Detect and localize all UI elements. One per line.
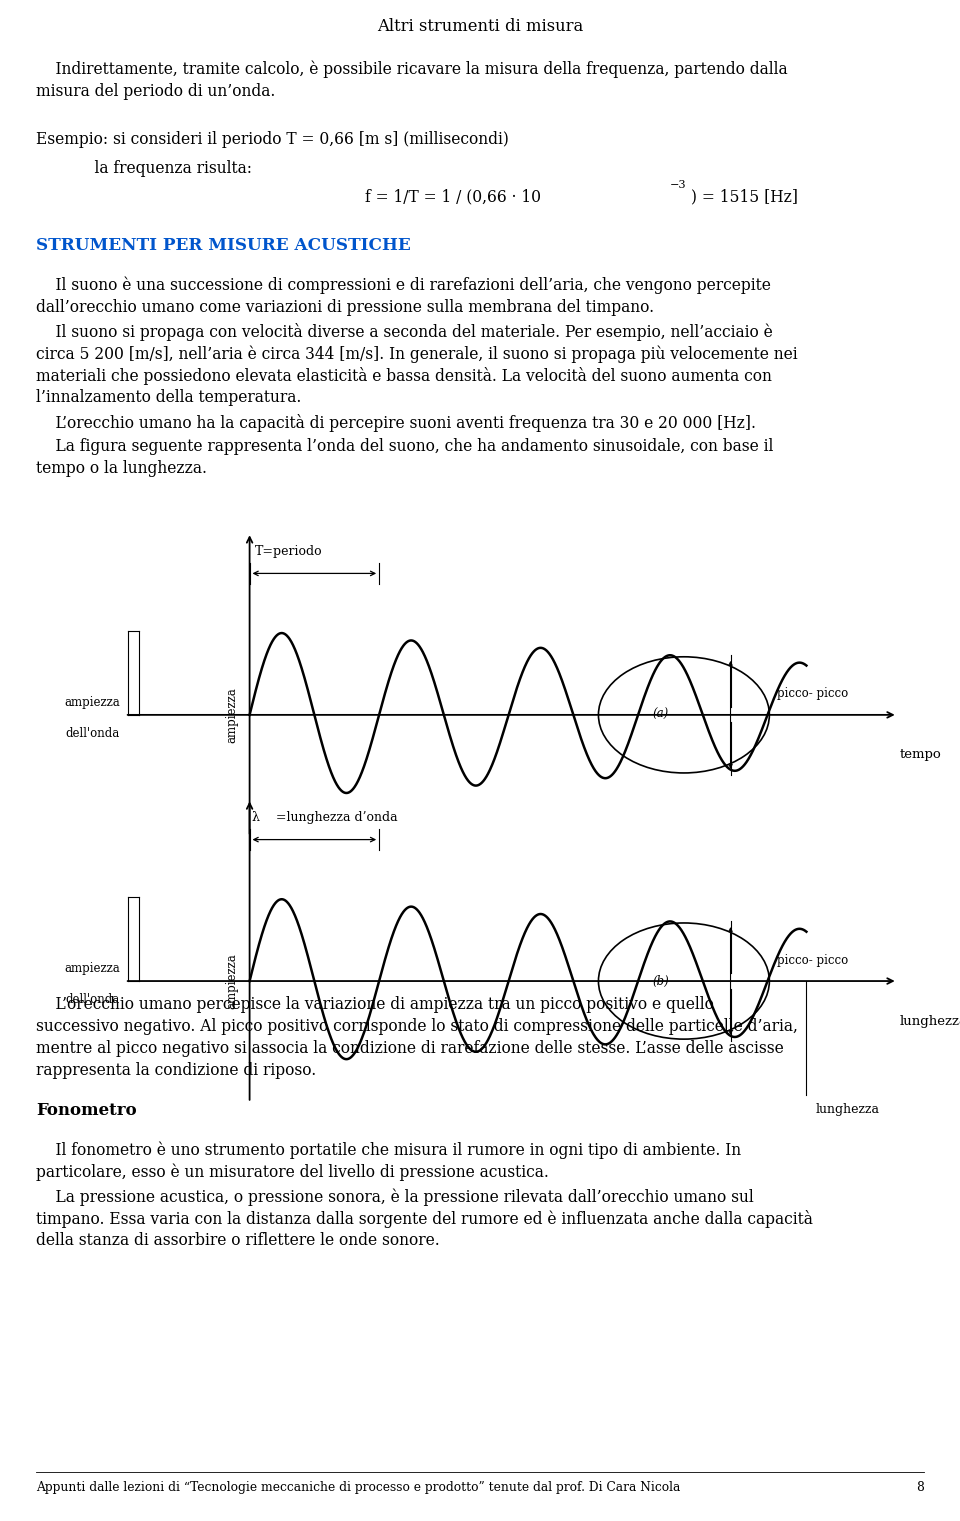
Text: circa 5 200 [m/s], nell’aria è circa 344 [m/s]. In generale, il suono si propaga: circa 5 200 [m/s], nell’aria è circa 344… [36,345,798,364]
Text: l’innalzamento della temperatura.: l’innalzamento della temperatura. [36,389,301,406]
Text: f = 1/T = 1 / (0,66 · 10: f = 1/T = 1 / (0,66 · 10 [365,189,540,205]
Text: (b): (b) [652,975,669,987]
Text: lunghezza: lunghezza [900,1015,960,1028]
Text: timpano. Essa varia con la distanza dalla sorgente del rumore ed è influenzata a: timpano. Essa varia con la distanza dall… [36,1211,813,1227]
Text: della stanza di assorbire o riflettere le onde sonore.: della stanza di assorbire o riflettere l… [36,1232,441,1249]
Text: misura del periodo di un’onda.: misura del periodo di un’onda. [36,82,276,100]
Text: −3: −3 [670,179,686,190]
Text: particolare, esso è un misuratore del livello di pressione acustica.: particolare, esso è un misuratore del li… [36,1164,549,1182]
Text: successivo negativo. Al picco positivo corrisponde lo stato di compressione dell: successivo negativo. Al picco positivo c… [36,1019,799,1036]
Text: ampiezza: ampiezza [226,687,239,742]
Text: ampiezza: ampiezza [64,963,120,975]
Text: Esempio: si consideri il periodo T = 0,66 [m s] (millisecondi): Esempio: si consideri il periodo T = 0,6… [36,131,510,149]
Text: Fonometro: Fonometro [36,1103,137,1119]
Text: picco- picco: picco- picco [778,954,849,967]
Text: Il suono si propaga con velocità diverse a seconda del materiale. Per esempio, n: Il suono si propaga con velocità diverse… [36,324,773,341]
Text: ampiezza: ampiezza [64,697,120,709]
Text: materiali che possiedono elevata elasticità e bassa densità. La velocità del suo: materiali che possiedono elevata elastic… [36,368,773,385]
Text: picco- picco: picco- picco [778,687,849,701]
Text: La pressione acustica, o pressione sonora, è la pressione rilevata dall’orecchio: La pressione acustica, o pressione sonor… [36,1188,755,1206]
Text: dell'onda: dell'onda [65,993,120,1005]
Text: Altri strumenti di misura: Altri strumenti di misura [377,18,583,35]
Text: 8: 8 [916,1481,924,1495]
Text: STRUMENTI PER MISURE ACUSTICHE: STRUMENTI PER MISURE ACUSTICHE [36,237,411,254]
Text: rappresenta la condizione di riposo.: rappresenta la condizione di riposo. [36,1062,317,1080]
Text: Appunti dalle lezioni di “Tecnologie meccaniche di processo e prodotto” tenute d: Appunti dalle lezioni di “Tecnologie mec… [36,1481,681,1495]
Text: mentre al picco negativo si associa la condizione di rarefazione delle stesse. L: mentre al picco negativo si associa la c… [36,1040,784,1057]
Text: ) = 1515 [Hz]: ) = 1515 [Hz] [691,189,798,205]
Text: ampiezza: ampiezza [226,954,239,1008]
Text: dall’orecchio umano come variazioni di pressione sulla membrana del timpano.: dall’orecchio umano come variazioni di p… [36,300,655,316]
Text: dell'onda: dell'onda [65,727,120,739]
Text: Il suono è una successione di compressioni e di rarefazioni dell’aria, che vengo: Il suono è una successione di compressio… [36,277,771,295]
Text: L’orecchio umano percepisce la variazione di ampiezza tra un picco positivo e qu: L’orecchio umano percepisce la variazion… [36,996,714,1013]
Text: Indirettamente, tramite calcolo, è possibile ricavare la misura della frequenza,: Indirettamente, tramite calcolo, è possi… [36,61,788,79]
Text: la frequenza risulta:: la frequenza risulta: [36,160,252,176]
Text: T=periodo: T=periodo [254,545,322,558]
Text: λ    =lunghezza d’onda: λ =lunghezza d’onda [252,811,397,824]
Text: tempo o la lunghezza.: tempo o la lunghezza. [36,459,207,478]
Text: lunghezza: lunghezza [816,1103,880,1116]
Text: Il fonometro è uno strumento portatile che misura il rumore in ogni tipo di ambi: Il fonometro è uno strumento portatile c… [36,1142,742,1159]
Text: (a): (a) [653,709,669,721]
Text: L’orecchio umano ha la capacità di percepire suoni aventi frequenza tra 30 e 20 : L’orecchio umano ha la capacità di perce… [36,414,756,432]
Text: La figura seguente rappresenta l’onda del suono, che ha andamento sinusoidale, c: La figura seguente rappresenta l’onda de… [36,438,774,455]
Text: tempo: tempo [900,748,941,762]
